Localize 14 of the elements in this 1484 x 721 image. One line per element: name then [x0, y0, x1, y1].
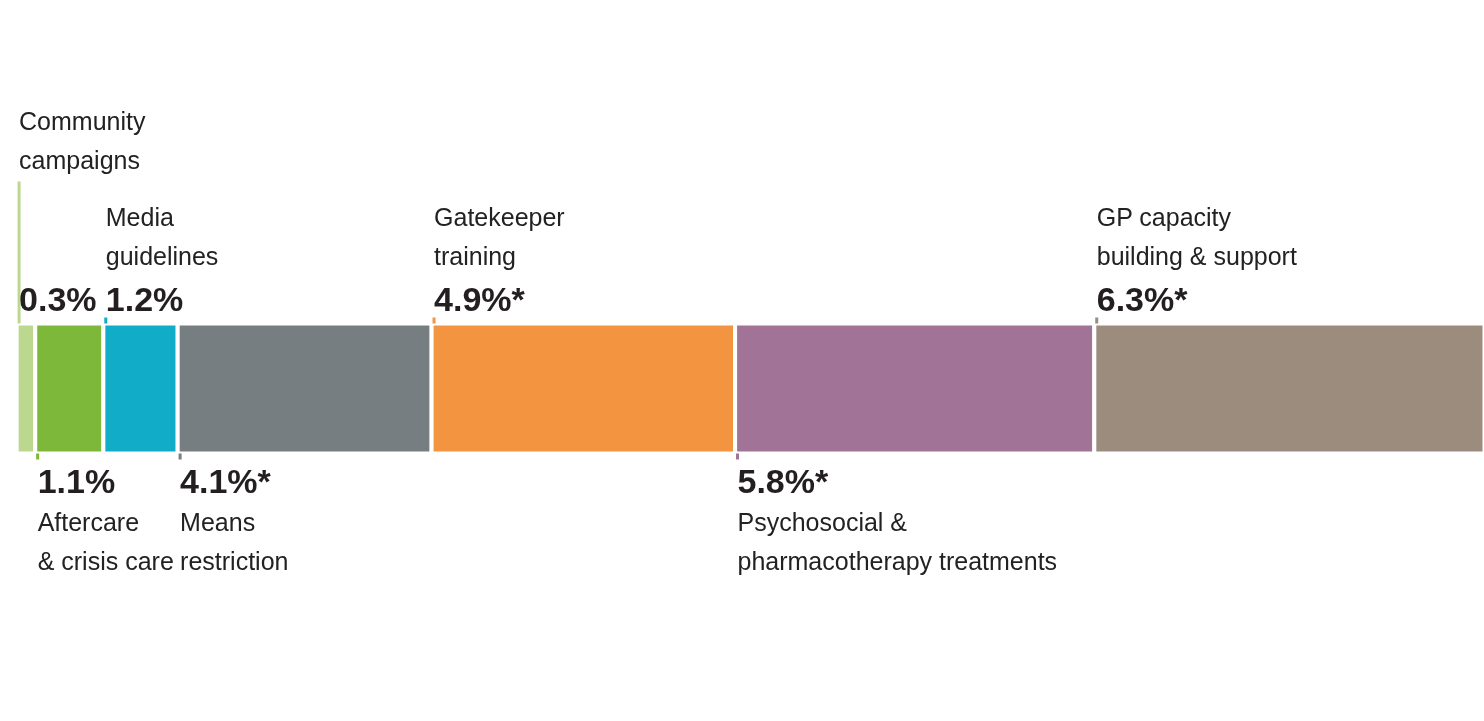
- data-label: 1.1%: [37, 461, 116, 500]
- data-label: 1.2%: [105, 279, 184, 318]
- text: Psychosocial & pharmacotherapy treatments: [737, 507, 1058, 575]
- text: Means restriction: [180, 507, 289, 575]
- text: GP capacity building & support: [1096, 202, 1297, 270]
- data-label: 4.9%*: [434, 279, 526, 318]
- data-label: 5.8%*: [737, 461, 830, 500]
- data-label: 6.3%*: [1096, 279, 1189, 318]
- text: Aftercare & crisis care: [37, 507, 174, 575]
- text: Media guidelines: [105, 202, 219, 270]
- data-label: 4.1%*: [180, 461, 272, 500]
- data-label: 0.3%: [19, 279, 97, 318]
- text: Community campaigns: [19, 106, 146, 174]
- text: Gatekeeper training: [434, 202, 565, 270]
